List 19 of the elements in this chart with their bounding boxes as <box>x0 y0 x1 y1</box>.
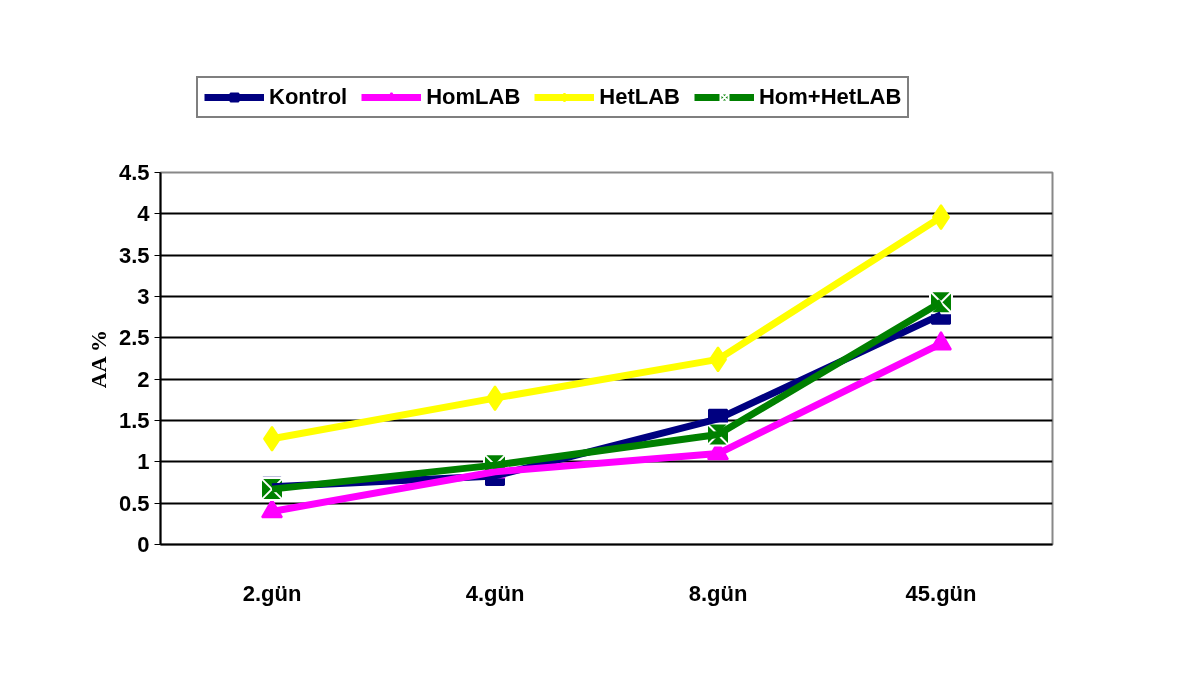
legend-label: Hom+HetLAB <box>758 84 902 110</box>
y-tick-label: 3.5 <box>118 242 150 268</box>
y-axis-title: AA % <box>85 330 111 389</box>
y-tick-label: 0.5 <box>118 490 150 516</box>
x-tick-label: 8.gün <box>688 580 748 606</box>
y-tick-label: 3 <box>137 284 150 309</box>
y-tick-label: 1 <box>137 449 150 475</box>
x-tick-label: 2.gün <box>242 580 302 606</box>
x-tick-label: 4.gün <box>465 580 525 606</box>
legend-label: Kontrol <box>269 84 348 110</box>
y-tick-label: 4 <box>137 201 151 227</box>
y-tick-label: 1.5 <box>118 408 150 433</box>
y-tick-label: 2 <box>137 366 150 392</box>
legend-label: HomLAB <box>426 84 521 110</box>
y-tick-label: 2.5 <box>118 325 150 351</box>
y-tick-label: 4.5 <box>118 160 150 185</box>
x-tick-label: 45.gün <box>905 580 977 606</box>
y-tick-label: 0 <box>137 532 150 557</box>
legend-label: HetLAB <box>599 84 680 110</box>
